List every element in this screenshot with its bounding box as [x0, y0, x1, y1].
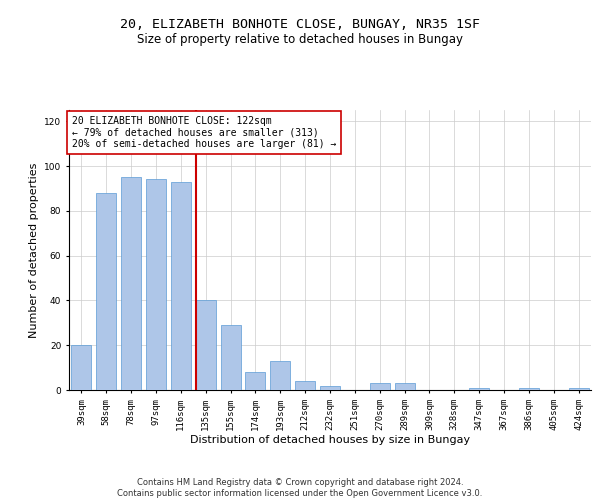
Y-axis label: Number of detached properties: Number of detached properties — [29, 162, 38, 338]
Bar — [295, 381, 315, 390]
Text: 20 ELIZABETH BONHOTE CLOSE: 122sqm
← 79% of detached houses are smaller (313)
20: 20 ELIZABETH BONHOTE CLOSE: 122sqm ← 79%… — [71, 116, 336, 149]
Bar — [221, 325, 241, 390]
Bar — [469, 388, 489, 390]
Bar — [271, 361, 290, 390]
Text: Size of property relative to detached houses in Bungay: Size of property relative to detached ho… — [137, 32, 463, 46]
Bar — [71, 345, 91, 390]
Bar — [395, 384, 415, 390]
Bar — [370, 384, 389, 390]
Bar — [320, 386, 340, 390]
Text: Contains HM Land Registry data © Crown copyright and database right 2024.
Contai: Contains HM Land Registry data © Crown c… — [118, 478, 482, 498]
Bar — [196, 300, 215, 390]
Text: 20, ELIZABETH BONHOTE CLOSE, BUNGAY, NR35 1SF: 20, ELIZABETH BONHOTE CLOSE, BUNGAY, NR3… — [120, 18, 480, 30]
Bar — [171, 182, 191, 390]
Bar — [121, 177, 141, 390]
Bar — [146, 180, 166, 390]
Bar — [519, 388, 539, 390]
Bar — [97, 193, 116, 390]
Bar — [569, 388, 589, 390]
X-axis label: Distribution of detached houses by size in Bungay: Distribution of detached houses by size … — [190, 436, 470, 446]
Bar — [245, 372, 265, 390]
